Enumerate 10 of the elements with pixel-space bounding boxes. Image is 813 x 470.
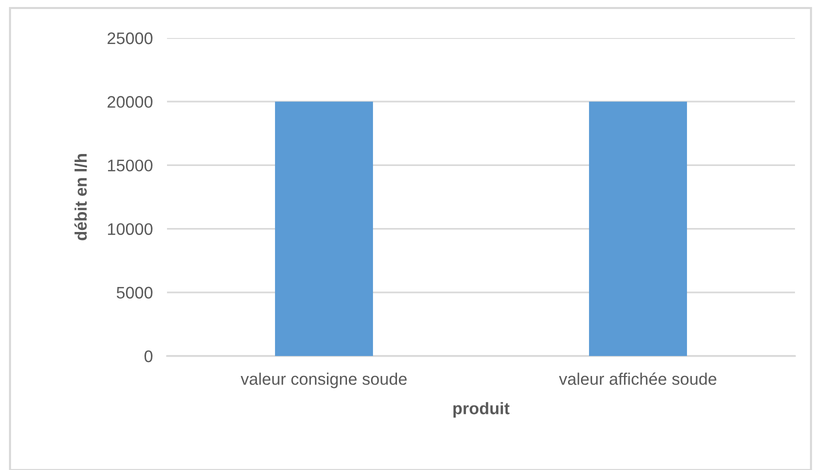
x-axis-title: produit [453, 402, 510, 418]
x-tick-label: valeur consigne soude [240, 372, 407, 388]
y-axis-title: débit en l/h [74, 154, 87, 240]
y-tick-label: 20000 [108, 96, 152, 108]
y-tick-label: 15000 [108, 160, 152, 172]
x-tick-label: valeur affichée soude [558, 372, 716, 385]
y-tick-label: 5000 [116, 286, 152, 299]
y-tick-label: 25000 [108, 32, 152, 44]
y-tick-label: 10000 [108, 223, 152, 236]
y-tick-label: 0 [144, 350, 152, 362]
